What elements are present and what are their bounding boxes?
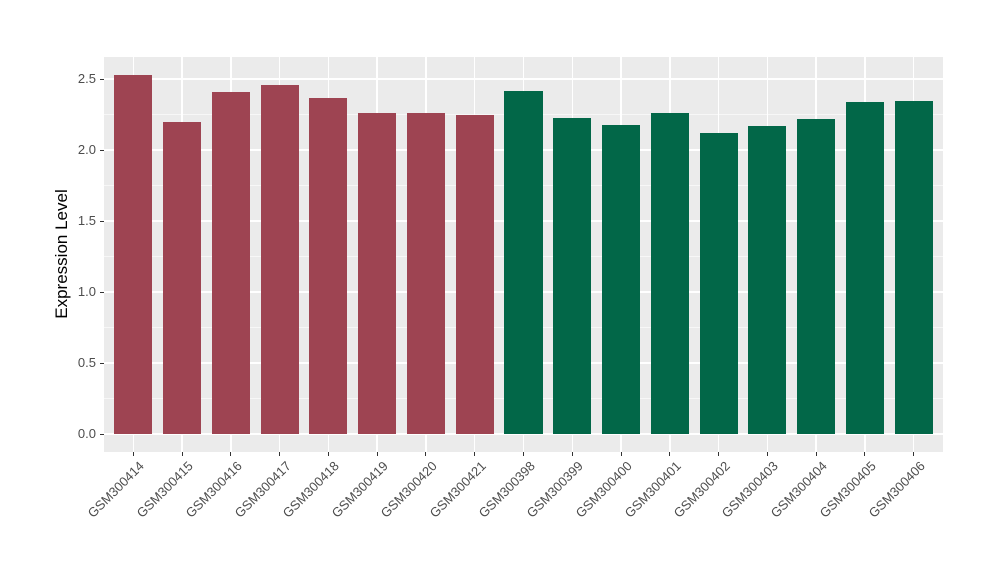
- y-tick-label: 1.5: [77, 213, 96, 229]
- x-tick-mark: [766, 452, 768, 456]
- bar: [699, 133, 738, 435]
- y-tick-label: 2.5: [77, 71, 96, 87]
- bar: [553, 117, 592, 435]
- y-tick-mark: [100, 291, 104, 293]
- bar: [114, 74, 153, 435]
- x-tick-mark: [815, 452, 817, 456]
- y-tick-mark: [100, 78, 104, 80]
- bar: [211, 91, 250, 435]
- y-tick-mark: [100, 362, 104, 364]
- x-tick-mark: [474, 452, 476, 456]
- x-tick-mark: [523, 452, 524, 456]
- x-tick-mark: [279, 452, 281, 456]
- x-tick-mark: [181, 452, 183, 456]
- bar: [260, 84, 299, 435]
- bar: [894, 100, 933, 435]
- y-tick-mark: [100, 220, 104, 222]
- y-tick-mark: [100, 149, 104, 151]
- x-tick-mark: [864, 452, 866, 456]
- bar: [455, 114, 494, 435]
- plot-panel: [104, 57, 943, 452]
- bar: [358, 113, 397, 435]
- y-tick-mark: [100, 433, 104, 435]
- y-tick-label: 1.0: [77, 284, 96, 300]
- bar: [797, 118, 836, 435]
- bar: [406, 113, 445, 435]
- bar: [602, 124, 641, 435]
- bar: [163, 121, 202, 435]
- bar: [650, 113, 689, 435]
- x-tick-mark: [327, 452, 329, 456]
- x-tick-mark: [230, 452, 232, 456]
- x-tick-mark: [132, 452, 134, 456]
- bar: [845, 101, 884, 435]
- x-tick-mark: [718, 452, 720, 456]
- x-tick-mark: [620, 452, 622, 456]
- y-tick-label: 0.0: [77, 426, 96, 442]
- x-tick-mark: [425, 452, 427, 456]
- x-tick-mark: [913, 452, 915, 456]
- bar: [748, 126, 787, 435]
- bar: [504, 90, 543, 435]
- y-tick-label: 0.5: [77, 355, 96, 371]
- x-tick-mark: [669, 452, 671, 456]
- bar: [309, 97, 348, 435]
- x-tick-mark: [571, 452, 573, 456]
- y-tick-label: 2.0: [77, 142, 96, 158]
- x-tick-mark: [376, 452, 378, 456]
